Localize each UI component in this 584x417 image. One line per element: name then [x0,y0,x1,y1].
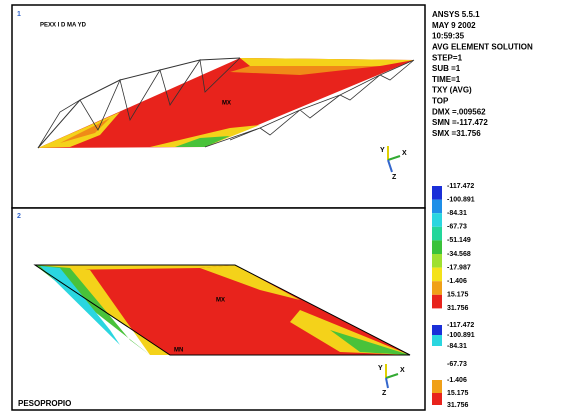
triad-y: Y [380,147,385,154]
info-block: ANSYS 5.5.1 MAY 9 2002 10:59:35 AVG ELEMENT… [432,10,533,138]
legend-swatch [432,227,442,241]
legend-value: -100.891 [447,196,475,203]
legend-1: -117.472 -100.891 -84.31 -67.73 -51.149 -34.5… [432,183,475,312]
viewport-number: 1 [17,11,21,18]
viewport-title: PEXX I D MA YD [40,23,87,29]
info-line: 10:59:35 [432,32,465,41]
legend-value: -67.73 [447,224,467,231]
legend-value: -34.568 [447,251,471,258]
ansys-window: MX MX MN Y X Z Y X Z 1 PEXX I D MA YD 2 … [0,0,584,412]
legend-value: -100.891 [447,332,475,339]
legend-swatch [432,393,442,405]
triad-x: X [400,367,405,374]
legend-value: 15.175 [447,390,469,397]
info-line: SUB =1 [432,64,461,73]
info-line: ANSYS 5.5.1 [432,10,480,19]
info-line: STEP=1 [432,53,463,62]
info-line: AVG ELEMENT SOLUTION [432,43,533,52]
legend-value: -17.987 [447,264,471,271]
viewport-label: PESOPROPIO [18,399,71,408]
legend-swatch [432,186,442,200]
legend-swatch [432,281,442,295]
svg-text:MN: MN [174,348,183,354]
legend-swatch [432,325,442,335]
info-line: TXY (AVG) [432,86,472,95]
info-line: DMX =.009562 [432,107,486,116]
legend-value: -1.406 [447,278,467,285]
legend-swatch [432,295,442,309]
legend-value: -84.31 [447,343,467,350]
legend-value: 31.756 [447,402,469,409]
triad-z: Z [382,390,387,397]
info-line: TIME=1 [432,75,461,84]
svg-text:MX: MX [222,101,231,107]
info-line: MAY 9 2002 [432,21,476,30]
legend-swatch [432,240,442,254]
legend-swatch [432,200,442,214]
triad-x: X [402,150,407,157]
triad-z: Z [392,174,397,181]
legend-swatch [432,254,442,268]
legend-value: -1.406 [447,377,467,384]
info-line: TOP [432,97,449,106]
viewport-number: 2 [17,213,21,220]
legend-value: -67.73 [447,361,467,368]
info-line: SMX =31.756 [432,129,481,138]
legend-swatch [432,380,442,393]
legend-swatch [432,213,442,227]
svg-text:MX: MX [216,298,225,304]
legend-value: 15.175 [447,292,469,299]
legend-swatch [432,268,442,282]
legend-value: 31.756 [447,305,469,312]
legend-value: -51.149 [447,237,471,244]
legend-value: -117.472 [447,322,474,329]
legend-value: -117.472 [447,183,474,190]
legend-value: -84.31 [447,210,467,217]
legend-2: -117.472 -100.891 -84.31 -67.73 -1.406 15.175… [432,322,475,409]
legend-swatch [432,335,442,346]
info-line: SMN =-117.472 [432,118,488,127]
triad-y: Y [378,365,383,372]
